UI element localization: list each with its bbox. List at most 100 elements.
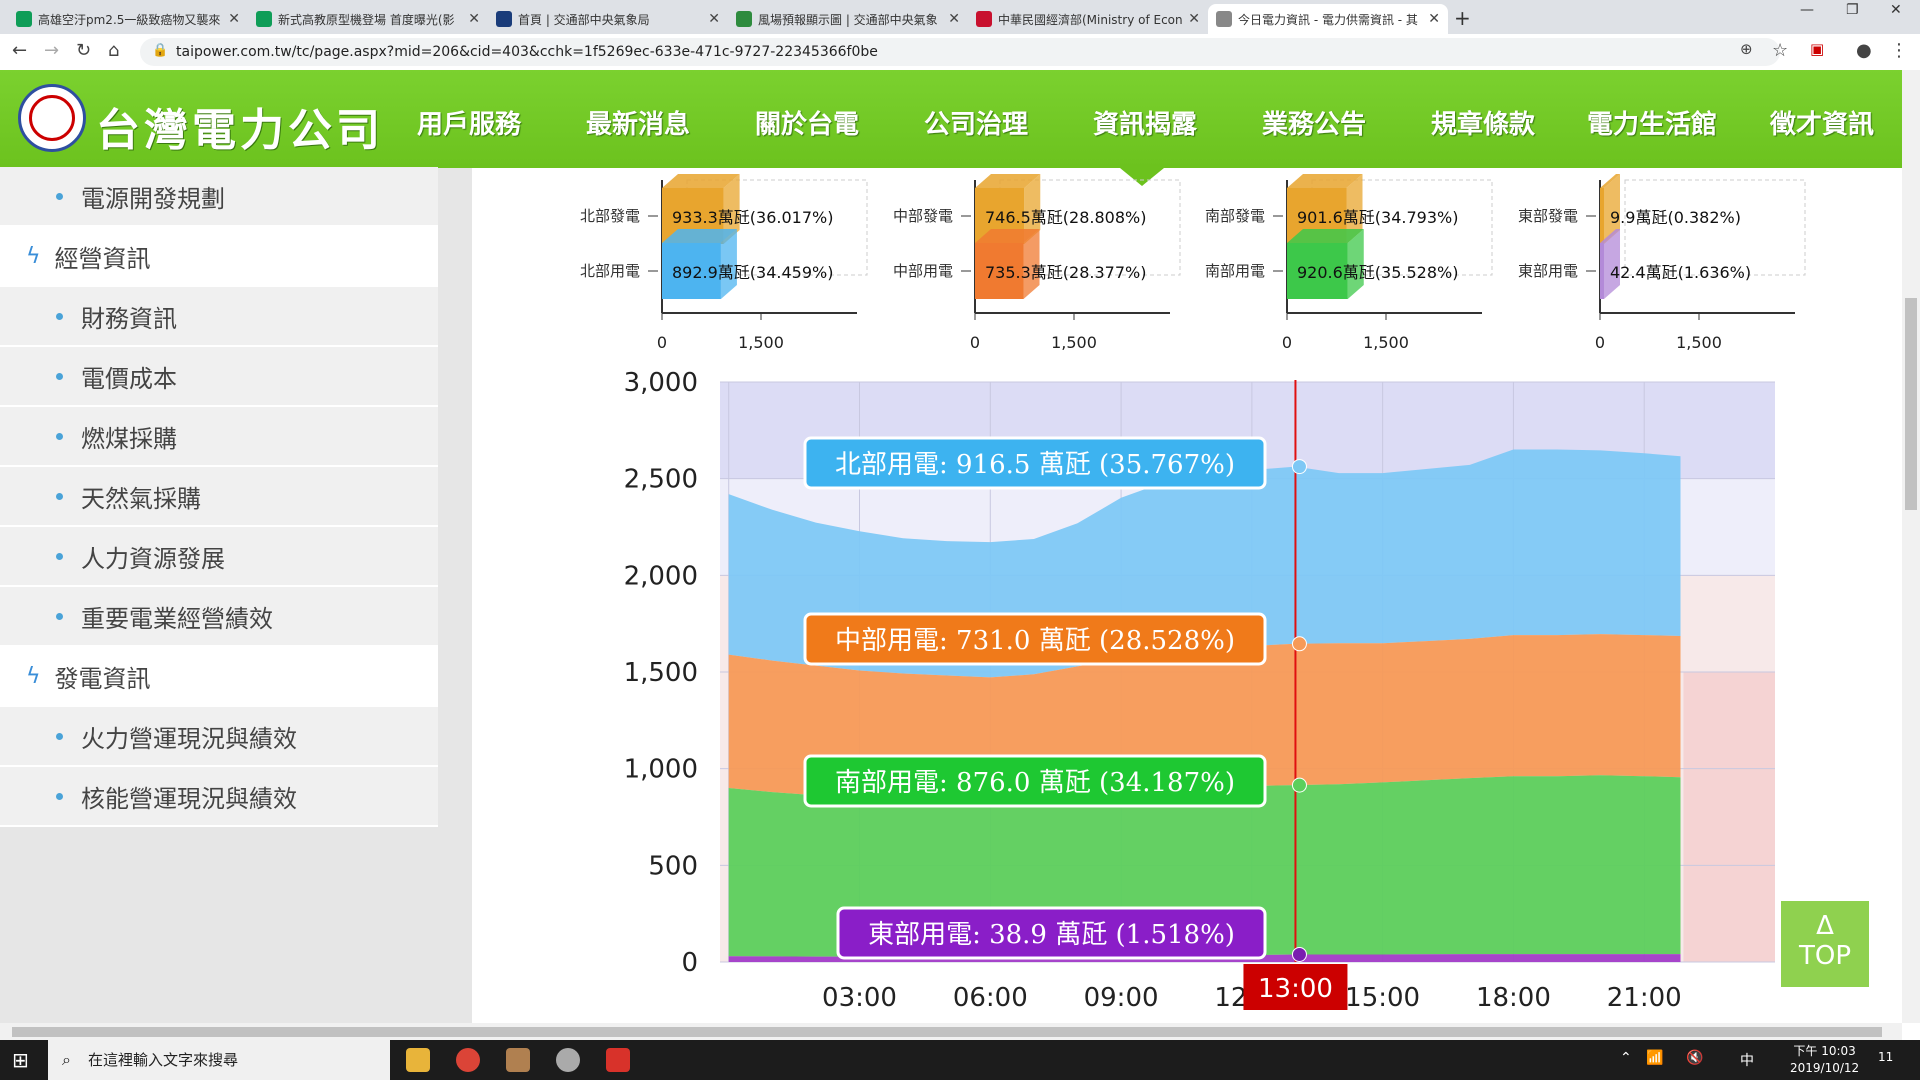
vertical-scrollbar[interactable] [1902,70,1920,1023]
app-icon-1[interactable] [506,1048,530,1072]
taskbar-search[interactable]: ⌕ 在這裡輸入文字來搜尋 [48,1040,390,1080]
sidebar-item[interactable]: 天然氣採購 [0,467,438,527]
nav-disclosure[interactable]: 資訊揭露 [1093,110,1198,140]
y-tick-label: 0 [681,948,698,978]
taskbar-clock[interactable]: 下午 10:03 2019/10/12 [1790,1043,1859,1077]
tab-close-icon[interactable]: ✕ [708,11,720,27]
nav-governance[interactable]: 公司治理 [924,110,1029,140]
menu-dots-icon[interactable]: ⋮ [1890,40,1908,61]
sidebar-item[interactable]: 財務資訊 [0,287,438,347]
bar-side [720,229,737,299]
tray-chevron-icon[interactable]: ⌃ [1620,1050,1632,1066]
sidebar-item[interactable]: 人力資源發展 [0,527,438,587]
url-field[interactable]: taipower.com.tw/tc/page.aspx?mid=206&cid… [140,38,1780,66]
browser-tab[interactable]: 新式高教原型機登場 首度曝光(影 ✕ [248,4,488,34]
minimize-button[interactable]: — [1800,2,1814,18]
browser-tab[interactable]: 中華民國經濟部(Ministry of Econ ✕ [968,4,1208,34]
extension-icon[interactable]: ▣ [1810,40,1825,58]
nav-regulations[interactable]: 規章條款 [1431,110,1536,140]
horizontal-scroll-thumb[interactable] [12,1027,1882,1037]
new-tab-button[interactable]: + [1454,6,1471,30]
sidebar-item[interactable]: 電價成本 [0,347,438,407]
clock-date: 2019/10/12 [1790,1061,1860,1075]
bullet-icon [56,732,63,740]
bar-chart-grid [999,179,1181,276]
tab-close-icon[interactable]: ✕ [228,11,240,27]
tooltip-text: 中部用電: 731.0 萬瓩 (28.528%) [835,626,1235,656]
nav-announcements[interactable]: 業務公告 [1262,110,1367,140]
tab-title: 今日電力資訊 - 電力供需資訊 - 其 [1238,12,1418,27]
nav-news[interactable]: 最新消息 [586,110,691,140]
back-icon[interactable]: ← [12,40,28,61]
tooltip-box [803,436,1267,490]
x-tick-label: 09:00 [1084,983,1159,1013]
browser-tab[interactable]: 風場預報顯示圖 | 交通部中央氣象 ✕ [728,4,968,34]
bullet-icon [56,792,63,800]
nav-careers[interactable]: 徵才資訊 [1770,110,1875,140]
tab-close-icon[interactable]: ✕ [948,11,960,27]
bar-category-label: 中部發電 [893,207,953,225]
browser-tab[interactable]: 首頁 | 交通部中央氣象局 ✕ [488,4,728,34]
windows-start-icon[interactable]: ⊞ [12,1048,29,1072]
sidebar-item-label: 電價成本 [81,364,177,393]
bar [1600,188,1604,244]
home-icon[interactable]: ⌂ [108,40,120,61]
sidebar-section[interactable]: ϟ 發電資訊 [0,647,438,707]
sidebar-item-label: 人力資源發展 [81,544,225,573]
sidebar-section[interactable]: ϟ 經營資訊 [0,227,438,287]
sidebar-item[interactable]: 火力營運現況與績效 [0,707,438,767]
close-window-button[interactable]: ✕ [1890,2,1902,18]
volume-icon[interactable]: 🔇 [1686,1050,1704,1066]
nav-about[interactable]: 關於台電 [755,110,860,140]
cursor-label: 13:00 [1258,974,1333,1004]
lock-icon[interactable]: 🔒 [152,43,169,58]
app-icon-3[interactable] [606,1048,630,1072]
tooltip-text: 東部用電: 38.9 萬瓩 (1.518%) [868,920,1235,950]
tab-favicon-icon [16,11,32,27]
browser-tab[interactable]: 高雄空汙pm2.5一級致癌物又襲來 ✕ [8,4,248,34]
sidebar-item[interactable]: 燃煤採購 [0,407,438,467]
tab-close-icon[interactable]: ✕ [468,11,480,27]
vertical-scroll-thumb[interactable] [1905,298,1917,510]
bar-side [1604,174,1620,244]
bookmark-star-icon[interactable]: ☆ [1772,40,1789,61]
bullet-icon [56,612,63,620]
network-icon[interactable]: 📶 [1646,1050,1664,1066]
chrome-icon[interactable] [456,1048,480,1072]
reload-icon[interactable]: ↻ [76,40,92,61]
address-bar-area: ← → ↻ ⌂ taipower.com.tw/tc/page.aspx?mid… [0,34,1920,71]
bullet-icon [56,552,63,560]
sidebar-item-label: 電源開發規劃 [81,184,225,213]
x-tick-label: 03:00 [822,983,897,1013]
nav-power-life[interactable]: 電力生活館 [1587,110,1718,140]
tab-title: 首頁 | 交通部中央氣象局 [518,12,650,27]
y-tick-label: 2,000 [624,561,698,591]
back-to-top-button[interactable]: Δ TOP [1781,901,1869,987]
browser-tab[interactable]: 今日電力資訊 - 電力供需資訊 - 其 ✕ [1208,4,1448,34]
bar [1600,243,1604,299]
tab-title: 中華民國經濟部(Ministry of Econ [998,12,1183,27]
bar-x-tick-label: 1,500 [1363,333,1409,352]
sidebar-item[interactable]: 電源開發規劃 [0,167,438,227]
sidebar-item[interactable]: 重要電業經營績效 [0,587,438,647]
sidebar-item[interactable]: 核能營運現況與績效 [0,767,438,827]
tab-close-icon[interactable]: ✕ [1188,11,1200,27]
sidebar-item-label: 財務資訊 [81,304,177,333]
bar-x-tick-label: 0 [657,333,667,352]
forward-icon[interactable]: → [44,40,60,61]
file-explorer-icon[interactable] [406,1048,430,1072]
restore-button[interactable]: ❐ [1846,2,1859,18]
profile-icon[interactable]: ● [1856,40,1872,61]
taipower-logo[interactable] [18,84,86,152]
tooltip-text: 南部用電: 876.0 萬瓩 (34.187%) [835,768,1235,798]
app-icon-2[interactable] [556,1048,580,1072]
zoom-icon[interactable]: ⊕ [1740,40,1753,58]
notification-count[interactable]: 11 [1878,1050,1894,1064]
logo-text[interactable]: 台灣電力公司 [96,105,384,156]
bar-value-label: 933.3萬瓩(36.017%) [672,208,833,227]
bullet-icon [56,312,63,320]
bullet-icon [56,432,63,440]
ime-indicator[interactable]: 中 [1740,1053,1754,1069]
nav-user-services[interactable]: 用戶服務 [417,110,522,140]
tab-close-icon[interactable]: ✕ [1428,11,1440,27]
